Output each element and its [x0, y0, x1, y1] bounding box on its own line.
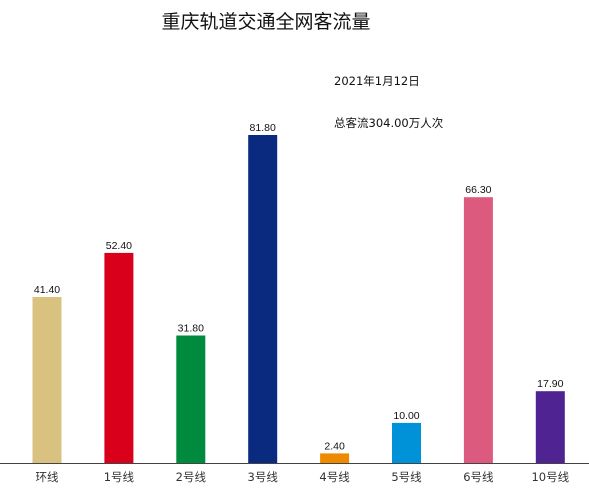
x-tick-label-2: 1号线: [104, 470, 135, 484]
bar-6: [392, 423, 421, 463]
bar-5: [320, 453, 349, 463]
bar-value-label-4: 81.80: [250, 122, 276, 134]
x-tick-label-1: 环线: [36, 470, 59, 484]
x-tick-label-6: 5号线: [391, 470, 422, 484]
chart-title: 重庆轨道交通全网客流量: [161, 11, 370, 33]
x-tick-label-8: 10号线: [531, 470, 569, 484]
bar-value-label-5: 2.40: [324, 440, 345, 452]
x-tick-label-7: 6号线: [463, 470, 494, 484]
bar-value-label-3: 31.80: [178, 323, 204, 335]
bar-value-label-1: 41.40: [34, 284, 60, 296]
bar-4: [248, 135, 277, 463]
x-tick-label-3: 2号线: [176, 470, 207, 484]
bar-value-label-7: 66.30: [465, 184, 491, 196]
x-tick-label-4: 3号线: [248, 470, 279, 484]
bar-7: [464, 197, 493, 463]
bar-3: [176, 336, 205, 464]
bar-8: [536, 391, 565, 463]
bar-value-label-6: 10.00: [393, 410, 419, 422]
chart-total-annotation: 总客流304.00万人次: [334, 116, 444, 130]
x-tick-label-5: 4号线: [319, 470, 350, 484]
chart-date-annotation: 2021年1月12日: [334, 74, 420, 88]
bar-2: [104, 253, 133, 463]
bar-value-label-2: 52.40: [106, 240, 132, 252]
bar-value-label-8: 17.90: [537, 378, 563, 390]
bar-1: [33, 297, 62, 463]
x-tick-labels-group: 环线 1号线 2号线 3号线 4号线 5号线 6号线 10号线: [36, 470, 570, 484]
